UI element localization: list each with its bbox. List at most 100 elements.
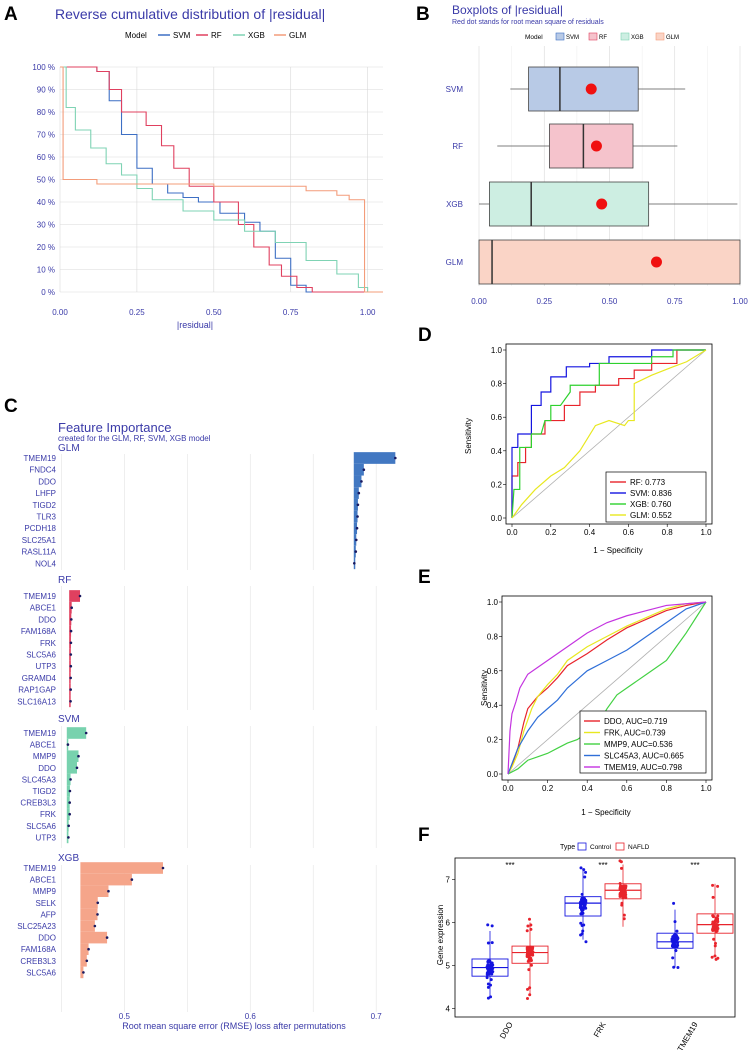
- feature-label: PCDH18: [24, 524, 56, 533]
- legend-nafld-swatch: [615, 842, 625, 851]
- data-point: [619, 885, 623, 889]
- importance-dot: [161, 866, 165, 870]
- feature-label: UTP3: [36, 833, 57, 842]
- importance-bar: [80, 862, 163, 874]
- data-point: [676, 965, 680, 969]
- feature-label: SLC25A23: [17, 922, 56, 931]
- feature-label: DDO: [38, 934, 56, 943]
- feature-label: SLC16A13: [17, 697, 56, 706]
- data-point: [671, 944, 675, 948]
- data-point: [579, 866, 583, 870]
- importance-dot: [105, 936, 109, 939]
- data-point: [711, 927, 715, 931]
- panel-b-title: Boxplots of |residual|: [452, 3, 563, 17]
- data-point: [531, 946, 535, 950]
- data-point: [526, 987, 530, 991]
- importance-bar: [80, 955, 87, 967]
- data-point: [711, 895, 715, 899]
- y-tick-label: 10 %: [37, 266, 55, 275]
- importance-dot: [107, 889, 110, 893]
- importance-bar: [80, 885, 109, 897]
- legend-glm-label: GLM: [666, 35, 679, 41]
- panel-f: F Type Control NAFLD 4 5 6 7 *** DDO *** FRK ***…: [418, 825, 736, 1053]
- data-point: [486, 972, 490, 976]
- y-tick-label: 100 %: [32, 63, 55, 72]
- panel-c-xlabel: Root mean square error (RMSE) loss after…: [122, 1021, 346, 1031]
- significance-label: ***: [505, 861, 514, 870]
- feature-label: SELK: [36, 899, 57, 908]
- data-point: [675, 929, 679, 933]
- y-tick-label: 0.2: [491, 480, 503, 489]
- category-label: RF: [452, 142, 463, 151]
- feature-label: RASL11A: [21, 548, 56, 557]
- data-point: [486, 985, 490, 989]
- panel-d-xlabel: 1 − Specificity: [593, 546, 643, 555]
- importance-bar: [353, 510, 358, 523]
- y-tick-label: 0.8: [491, 380, 503, 389]
- legend-label: SVM: 0.836: [630, 489, 672, 498]
- category-label: TMEM19: [676, 1020, 700, 1050]
- series-svm-line: [60, 66, 368, 293]
- data-point: [619, 866, 623, 870]
- box-nafld: [511, 945, 549, 964]
- data-point: [671, 956, 675, 960]
- data-point: [486, 960, 490, 964]
- x-tick-label: 0.4: [582, 784, 594, 793]
- importance-bar: [353, 498, 358, 511]
- legend-box: [605, 471, 707, 523]
- panel-e-ylabel: Sensitivity: [480, 670, 489, 706]
- data-point: [490, 924, 494, 928]
- data-point: [710, 955, 714, 959]
- panel-b-subtitle: Red dot stands for root mean square of r…: [452, 19, 604, 26]
- importance-dot: [67, 824, 70, 828]
- importance-dot: [68, 801, 71, 804]
- y-tick-label: 5: [446, 961, 451, 970]
- data-point: [582, 868, 586, 872]
- x-tick-label: 1.0: [700, 784, 712, 793]
- legend-xgb-swatch: [620, 32, 630, 41]
- data-point: [525, 997, 529, 1001]
- data-point: [489, 978, 493, 982]
- panel-a-plot-area: 0 % 10 % 20 % 30 % 40 % 50 % 60 % 70 % 80 % 90 % 1…: [32, 63, 383, 317]
- importance-dot: [352, 562, 356, 565]
- importance-bar: [353, 475, 362, 488]
- y-tick-label: 0.0: [487, 770, 499, 779]
- diagonal-reference: [511, 349, 707, 519]
- data-point: [712, 937, 716, 941]
- y-tick-label: 4: [446, 1004, 451, 1013]
- importance-bar: [66, 773, 71, 786]
- importance-bar: [353, 463, 364, 476]
- x-tick-label: 0.00: [52, 308, 68, 317]
- panel-e: E 0.0 0.2 0.4 0.6 0.8 1.0 0.0 0.2 0.4 0.6 0.8 1.0 DD…: [418, 567, 713, 817]
- roc-curve: [511, 349, 706, 518]
- feature-label: MMP9: [33, 752, 57, 761]
- legend-svm-label: SVM: [566, 35, 579, 41]
- x-tick-label: 0.6: [245, 1012, 257, 1021]
- importance-dot: [68, 789, 72, 793]
- importance-dot: [68, 812, 71, 816]
- importance-dot: [70, 606, 73, 609]
- data-point: [578, 906, 582, 910]
- y-tick-label: 0.4: [487, 701, 499, 710]
- feature-label: SLC25A1: [22, 536, 57, 545]
- panel-b: B Boxplots of |residual| Red dot stands …: [416, 3, 748, 306]
- panel-c: C Feature Importance created for the GLM…: [4, 396, 402, 1031]
- x-tick-label: 0.25: [129, 308, 145, 317]
- feature-label: ABCE1: [30, 876, 57, 885]
- legend-nafld-label: NAFLD: [628, 844, 650, 851]
- data-point: [716, 926, 720, 930]
- feature-label: TMEM19: [24, 864, 57, 873]
- importance-dot: [362, 468, 366, 472]
- x-tick-label: 0.50: [206, 308, 222, 317]
- significance-label: ***: [598, 861, 607, 870]
- box-nafld: [604, 883, 642, 900]
- data-point: [526, 959, 530, 963]
- x-tick-label: 0.00: [471, 297, 487, 306]
- legend-label: TMEM19, AUC=0.798: [604, 763, 683, 772]
- legend-svm-swatch: [555, 32, 565, 41]
- series-rf-line: [60, 66, 368, 293]
- x-tick-label: 1.00: [360, 308, 376, 317]
- feature-label: FRK: [40, 810, 57, 819]
- data-point: [490, 941, 494, 945]
- y-tick-label: 70 %: [37, 131, 55, 140]
